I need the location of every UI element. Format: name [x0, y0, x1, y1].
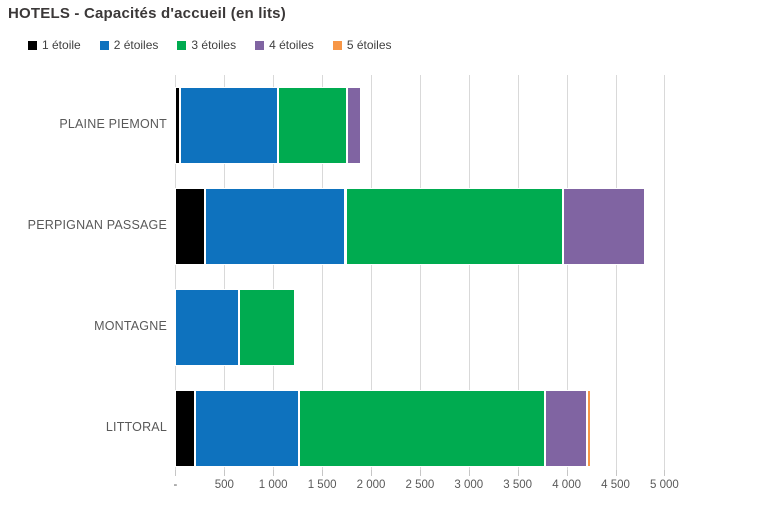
x-axis-label: 2 000 — [356, 479, 386, 491]
legend-swatch — [177, 40, 187, 50]
x-axis-tick — [224, 470, 226, 476]
gridline — [322, 75, 324, 470]
bar-segment-2-étoiles — [180, 86, 279, 164]
x-axis-tick — [371, 470, 372, 476]
bar-segment-1-étoile — [175, 187, 205, 265]
gridline — [224, 75, 226, 470]
bar-segment-3-étoiles — [345, 187, 563, 265]
legend-label: 4 étoiles — [269, 38, 314, 52]
x-axis-label: 2 500 — [405, 479, 435, 491]
x-axis-label: 4 000 — [552, 479, 581, 491]
x-axis-tick — [322, 470, 324, 476]
x-axis-tick — [615, 470, 617, 476]
x-axis-label: 1 500 — [307, 479, 337, 491]
legend-label: 2 étoiles — [113, 38, 159, 52]
x-axis-tick — [419, 470, 421, 476]
legend-label: 3 étoiles — [191, 38, 237, 52]
legend-item-2-etoiles: 2 étoiles — [99, 38, 159, 52]
bar-segment-4-étoiles — [562, 187, 645, 265]
chart-title: HOTELS - Capacités d'accueil (en lits) — [8, 5, 286, 22]
x-axis-label: 3 000 — [454, 479, 484, 491]
legend-item-4-etoiles: 4 étoiles — [255, 38, 314, 52]
x-axis-tick — [468, 470, 470, 476]
x-axis-tick — [273, 470, 275, 476]
x-axis-label: 3 500 — [503, 479, 533, 491]
bar-segment-2-étoiles — [195, 389, 299, 467]
legend-item-3-etoiles: 3 étoiles — [177, 38, 236, 52]
bar-segment-3-étoiles — [278, 86, 347, 164]
bar-segment-4-étoiles — [346, 86, 362, 164]
bar-segment-2-étoiles — [204, 187, 346, 265]
x-axis-label: 5 000 — [650, 479, 679, 491]
chart-legend: 1 étoile 2 étoiles 3 étoiles 4 étoiles 5 éto… — [28, 38, 392, 52]
gridline — [664, 75, 666, 470]
x-axis-label: 500 — [214, 479, 234, 491]
legend-label: 5 étoiles — [346, 38, 392, 52]
category-label: LITTORAL — [105, 420, 167, 434]
legend-swatch — [255, 40, 265, 50]
bar-segment-1-étoile — [175, 86, 181, 164]
gridline — [273, 75, 275, 470]
legend-item-1-etoiles: 1 étoile — [28, 38, 81, 52]
gridline — [371, 75, 372, 470]
x-axis-tick — [175, 470, 177, 476]
legend-item-5-etoiles: 5 étoiles — [332, 38, 392, 52]
bar-segment-1-étoile — [175, 389, 195, 467]
category-label: PLAINE PIEMONT — [59, 117, 167, 131]
bar-segment-2-étoiles — [175, 288, 239, 366]
category-label: PERPIGNAN PASSAGE — [27, 218, 167, 232]
bar-segment-4-étoiles — [545, 389, 588, 467]
gridline — [468, 75, 470, 470]
bar-segment-3-étoiles — [239, 288, 295, 366]
x-axis-label: - — [173, 479, 178, 491]
bar-segment-5-étoiles — [587, 389, 592, 467]
x-axis-tick — [664, 470, 666, 476]
gridline — [566, 75, 568, 470]
x-axis-label: 1 000 — [258, 479, 288, 491]
x-axis-tick — [517, 470, 519, 476]
gridline — [615, 75, 617, 470]
gridline — [419, 75, 421, 470]
legend-swatch — [99, 40, 109, 50]
legend-swatch — [28, 40, 37, 50]
gridline — [517, 75, 519, 470]
x-axis-tick — [566, 470, 568, 476]
legend-label: 1 étoile — [42, 38, 81, 52]
x-axis-label: 4 500 — [601, 479, 630, 491]
legend-swatch — [332, 40, 342, 50]
category-label: MONTAGNE — [94, 319, 167, 333]
gridline — [175, 75, 177, 470]
bar-segment-3-étoiles — [298, 389, 546, 467]
